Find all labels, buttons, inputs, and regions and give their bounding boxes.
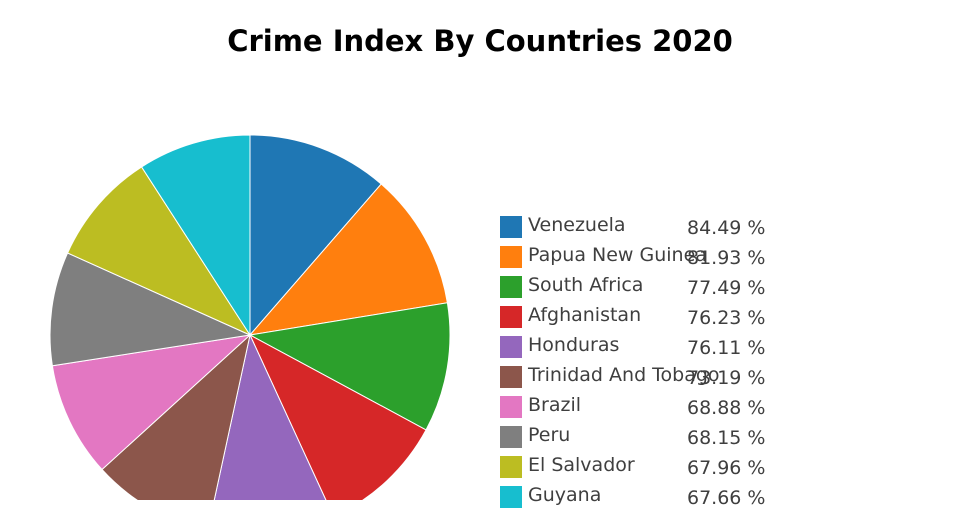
- legend-swatch: [500, 396, 522, 418]
- legend-swatch: [500, 486, 522, 508]
- legend-item-south-africa[interactable]: South Africa 77.49 %: [500, 274, 800, 304]
- legend-swatch: [500, 426, 522, 448]
- legend-label: Papua New Guinea: [528, 244, 707, 266]
- legend-item-el-salvador[interactable]: El Salvador 67.96 %: [500, 454, 800, 484]
- legend-label: Honduras: [528, 334, 620, 356]
- legend-swatch: [500, 456, 522, 478]
- legend-value: 67.96 %: [687, 457, 766, 479]
- legend-item-guyana[interactable]: Guyana 67.66 %: [500, 484, 800, 514]
- pie-slice-south-africa[interactable]: [248, 302, 451, 431]
- legend-label: El Salvador: [528, 454, 635, 476]
- pie-slices: [49, 134, 451, 500]
- legend-item-peru[interactable]: Peru 68.15 %: [500, 424, 800, 454]
- pie-slice-afghanistan[interactable]: [248, 333, 427, 500]
- legend-item-papua-new-guinea[interactable]: Papua New Guinea 81.93 %: [500, 244, 800, 274]
- legend-swatch: [500, 276, 522, 298]
- legend-label: Brazil: [528, 394, 582, 416]
- pie-slice-venezuela[interactable]: [249, 134, 382, 337]
- legend-label: Peru: [528, 424, 571, 446]
- pie-slice-papua-new-guinea[interactable]: [248, 183, 448, 336]
- legend-item-brazil[interactable]: Brazil 68.88 %: [500, 394, 800, 424]
- legend: Venezuela 84.49 % Papua New Guinea 81.93 % S…: [500, 214, 800, 514]
- legend-value: 76.23 %: [687, 307, 766, 329]
- legend-value: 77.49 %: [687, 277, 766, 299]
- pie-chart: [49, 134, 451, 500]
- legend-item-trinidad-and-tobago[interactable]: Trinidad And Tobago 73.19 %: [500, 364, 800, 394]
- legend-swatch: [500, 366, 522, 388]
- legend-value: 67.66 %: [687, 487, 766, 509]
- pie-slice-honduras[interactable]: [208, 333, 334, 500]
- legend-swatch: [500, 246, 522, 268]
- pie-slice-el-salvador[interactable]: [66, 166, 252, 337]
- legend-label: South Africa: [528, 274, 644, 296]
- pie-slice-guyana[interactable]: [140, 134, 251, 337]
- legend-swatch: [500, 306, 522, 328]
- legend-item-afghanistan[interactable]: Afghanistan 76.23 %: [500, 304, 800, 334]
- legend-value: 73.19 %: [687, 367, 766, 389]
- legend-value: 68.88 %: [687, 397, 766, 419]
- legend-item-honduras[interactable]: Honduras 76.11 %: [500, 334, 800, 364]
- legend-value: 81.93 %: [687, 247, 766, 269]
- legend-label: Trinidad And Tobago: [528, 364, 720, 386]
- legend-swatch: [500, 216, 522, 238]
- legend-value: 84.49 %: [687, 217, 766, 239]
- legend-item-venezuela[interactable]: Venezuela 84.49 %: [500, 214, 800, 244]
- chart-title: Crime Index By Countries 2020: [227, 24, 733, 58]
- legend-value: 76.11 %: [687, 337, 766, 359]
- legend-swatch: [500, 336, 522, 358]
- legend-value: 68.15 %: [687, 427, 766, 449]
- pie-slice-brazil[interactable]: [51, 334, 252, 471]
- legend-label: Venezuela: [528, 214, 626, 236]
- legend-label: Afghanistan: [528, 304, 642, 326]
- pie-slice-peru[interactable]: [49, 252, 252, 367]
- pie-slice-trinidad-and-tobago[interactable]: [101, 333, 251, 500]
- legend-label: Guyana: [528, 484, 602, 506]
